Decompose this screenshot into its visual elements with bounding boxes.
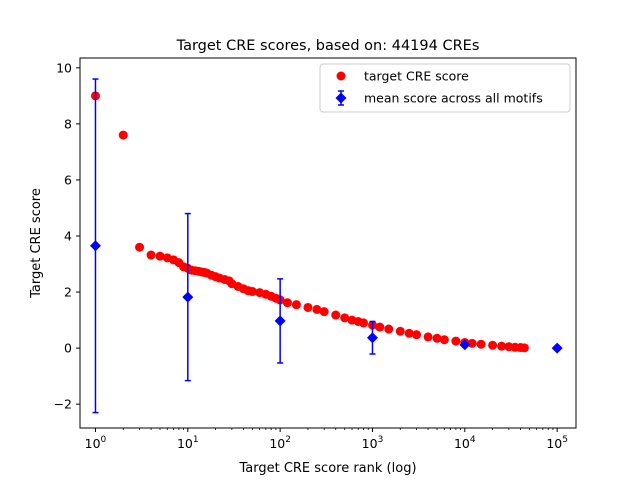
data-point-target-cre-score	[423, 332, 433, 342]
data-point-mean-score	[551, 342, 563, 354]
data-point-target-cre-score	[282, 298, 292, 308]
plot-area	[89, 78, 563, 414]
data-point-target-cre-score	[375, 322, 385, 332]
data-point-target-cre-score	[404, 328, 414, 338]
data-point-mean-score	[366, 332, 378, 344]
data-point-target-cre-score	[312, 304, 322, 314]
x-tick-label: 102	[269, 435, 291, 451]
x-axis-label: Target CRE score rank (log)	[238, 461, 416, 476]
y-tick-label: 2	[64, 285, 72, 300]
data-point-target-cre-score	[451, 336, 461, 346]
data-point-mean-score	[274, 315, 286, 327]
chart-title: Target CRE scores, based on: 44194 CREs	[176, 38, 480, 54]
data-point-target-cre-score	[384, 324, 394, 334]
data-point-target-cre-score	[497, 341, 507, 351]
data-point-mean-score	[182, 291, 194, 303]
y-tick-label: 6	[64, 172, 72, 187]
data-point-target-cre-score	[395, 326, 405, 336]
data-point-target-cre-score	[135, 242, 145, 252]
y-tick-label: −2	[54, 397, 72, 412]
data-point-target-cre-score	[291, 300, 301, 310]
legend-label-mean-score: mean score across all motifs	[364, 91, 543, 106]
x-tick-label: 104	[454, 435, 476, 451]
legend-box	[319, 63, 571, 113]
data-point-target-cre-score	[432, 333, 442, 343]
x-tick-label: 101	[177, 435, 199, 451]
data-point-target-cre-score	[303, 302, 313, 312]
data-point-target-cre-score	[146, 250, 156, 260]
data-point-target-cre-score	[519, 343, 529, 353]
data-point-target-cre-score	[476, 339, 486, 349]
data-point-target-cre-score	[439, 335, 449, 345]
legend-marker-mean-score	[335, 92, 347, 104]
plot-frame	[79, 57, 577, 429]
y-tick-label: 10	[56, 60, 72, 75]
data-point-mean-score	[89, 240, 101, 252]
data-point-target-cre-score	[488, 340, 498, 350]
data-point-mean-score	[459, 339, 471, 351]
legend: target CRE score mean score across all mo…	[319, 63, 571, 113]
y-tick-label: 4	[64, 228, 72, 243]
data-point-target-cre-score	[319, 307, 329, 317]
y-tick-label: 0	[64, 341, 72, 356]
y-tick-label: 8	[64, 116, 72, 131]
x-tick-label: 100	[85, 435, 107, 451]
data-point-target-cre-score	[155, 251, 165, 261]
data-point-target-cre-score	[340, 313, 350, 323]
data-point-target-cre-score	[331, 310, 341, 320]
x-tick-label: 103	[362, 435, 384, 451]
x-tick-label: 105	[546, 435, 568, 451]
legend-label-target-cre-score: target CRE score	[364, 69, 469, 84]
data-point-target-cre-score	[412, 330, 422, 340]
legend-marker-target-cre-score	[336, 71, 346, 81]
data-point-target-cre-score	[467, 338, 477, 348]
data-point-target-cre-score	[247, 286, 257, 296]
data-point-target-cre-score	[118, 130, 128, 140]
y-axis-label: Target CRE score	[29, 188, 44, 299]
data-point-target-cre-score	[359, 318, 369, 328]
